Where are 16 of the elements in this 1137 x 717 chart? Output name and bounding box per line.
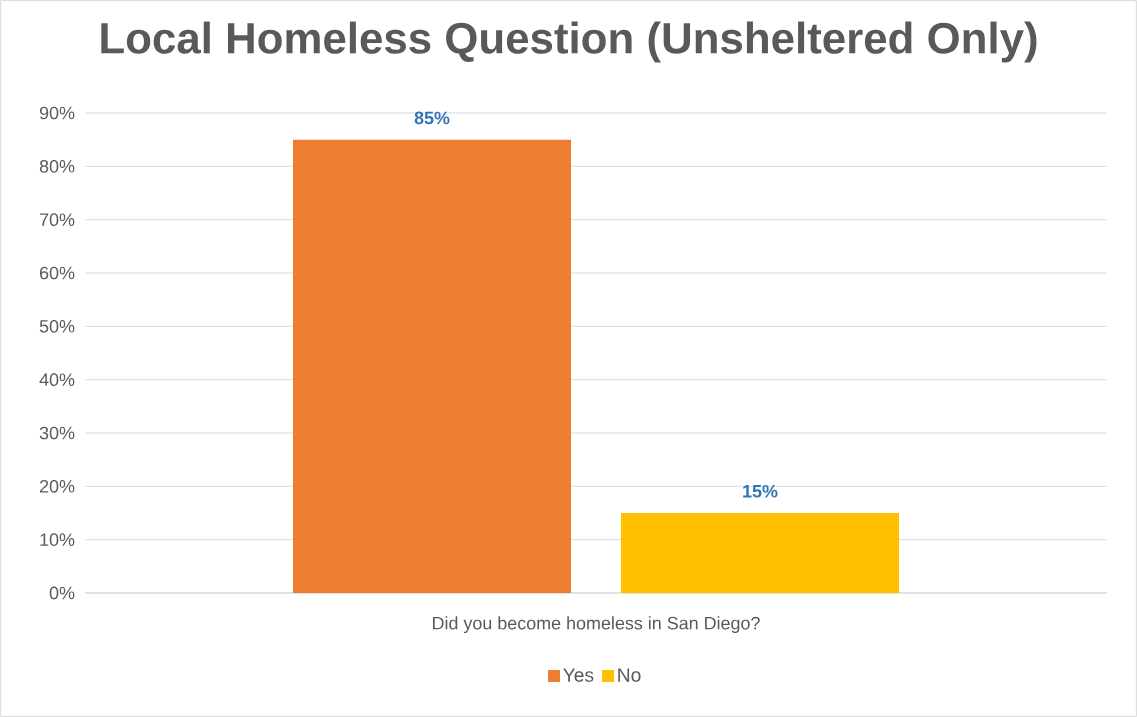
data-label: 15% <box>743 484 778 498</box>
y-tick-label: 30% <box>39 426 75 440</box>
legend-label: No <box>618 668 641 682</box>
y-tick-label: 20% <box>39 479 75 493</box>
y-tick-label: 10% <box>40 533 75 546</box>
y-tick-label: 40% <box>39 373 75 386</box>
data-label: 85% <box>414 111 450 125</box>
y-tick-label: 70% <box>40 213 75 226</box>
y-tick-label: 60% <box>40 266 75 280</box>
x-tick-label: Did you become homeless in San Diego? <box>433 616 760 634</box>
chart-title: Local Homeless Question (Unsheltered Only) <box>101 21 1037 63</box>
y-tick-label: 0% <box>49 586 75 600</box>
y-tick-label: 80% <box>39 159 75 173</box>
y-tick-label: 50% <box>39 319 75 333</box>
y-tick-label: 90% <box>39 106 75 120</box>
legend-label: Yes <box>563 668 594 682</box>
